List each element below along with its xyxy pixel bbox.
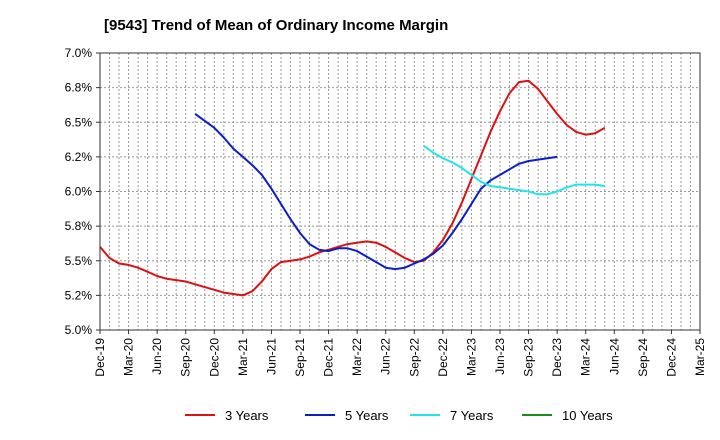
plot-frame: [99, 52, 701, 331]
x-tick-label: Jun-23: [493, 338, 507, 375]
x-tick-label: Jun-20: [150, 338, 164, 375]
y-tick-label: 6.0%: [65, 185, 93, 199]
x-tick-label: Mar-25: [693, 338, 707, 376]
legend-item: 3 Years: [185, 405, 268, 425]
legend-swatch: [410, 414, 440, 416]
legend-swatch: [185, 414, 215, 416]
legend-label: 7 Years: [450, 407, 494, 423]
x-tick-label: Sep-24: [636, 338, 650, 377]
x-axis-ticks: Dec-19 Mar-20 Jun-20 Sep-20 Dec-20 Mar-21 Jun-…: [93, 338, 707, 377]
series-layer: [99, 79, 606, 297]
y-tick-label: 6.5%: [65, 115, 93, 129]
x-tick-label: Mar-23: [464, 338, 478, 376]
legend-label: 3 Years: [225, 407, 269, 423]
y-tick-label: 6.8%: [65, 81, 93, 95]
series-line-5-years: [194, 113, 558, 271]
legend-swatch: [522, 414, 552, 416]
grid-layer: [100, 52, 700, 330]
x-tick-label: Dec-23: [550, 338, 564, 377]
series-line-3-years: [99, 79, 606, 297]
legend-item: 10 Years: [522, 405, 613, 425]
y-axis-ticks: 5.0% 5.2% 5.5% 5.8% 6.0% 6.2% 6.5% 6.8% 7.0%: [65, 46, 93, 337]
x-tick-label: Dec-20: [207, 338, 221, 377]
chart-title: [9543] Trend of Mean of Ordinary Income …: [104, 17, 449, 34]
legend-label: 10 Years: [562, 407, 613, 423]
legend: 3 Years 5 Years 7 Years 10 Years: [0, 405, 720, 425]
x-tick-label: Mar-22: [350, 338, 364, 376]
x-tick-label: Jun-21: [264, 338, 278, 375]
legend-label: 5 Years: [345, 407, 389, 423]
x-tick-label: Dec-24: [664, 338, 678, 377]
legend-item: 7 Years: [410, 405, 493, 425]
x-tick-label: Mar-24: [579, 338, 593, 376]
y-tick-label: 5.5%: [65, 254, 93, 268]
x-tick-label: Sep-22: [407, 338, 421, 377]
y-tick-label: 5.0%: [65, 323, 93, 337]
y-tick-label: 5.8%: [65, 219, 93, 233]
x-tick-label: Jun-22: [379, 338, 393, 375]
x-tick-label: Dec-22: [436, 338, 450, 377]
x-tick-label: Sep-23: [522, 338, 536, 377]
y-tick-label: 5.2%: [65, 288, 93, 302]
x-tick-label: Jun-24: [607, 338, 621, 375]
x-tick-label: Dec-21: [322, 338, 336, 377]
x-tick-label: Mar-20: [122, 338, 136, 376]
x-tick-label: Sep-21: [293, 338, 307, 377]
x-tick-label: Dec-19: [93, 338, 107, 377]
series-line-7-years: [423, 144, 605, 196]
y-tick-label: 7.0%: [65, 46, 93, 60]
axis-layer: [96, 52, 701, 334]
x-tick-label: Mar-21: [236, 338, 250, 376]
x-tick-label: Sep-20: [179, 338, 193, 377]
y-tick-label: 6.2%: [65, 150, 93, 164]
legend-item: 5 Years: [305, 405, 388, 425]
legend-swatch: [305, 414, 335, 416]
